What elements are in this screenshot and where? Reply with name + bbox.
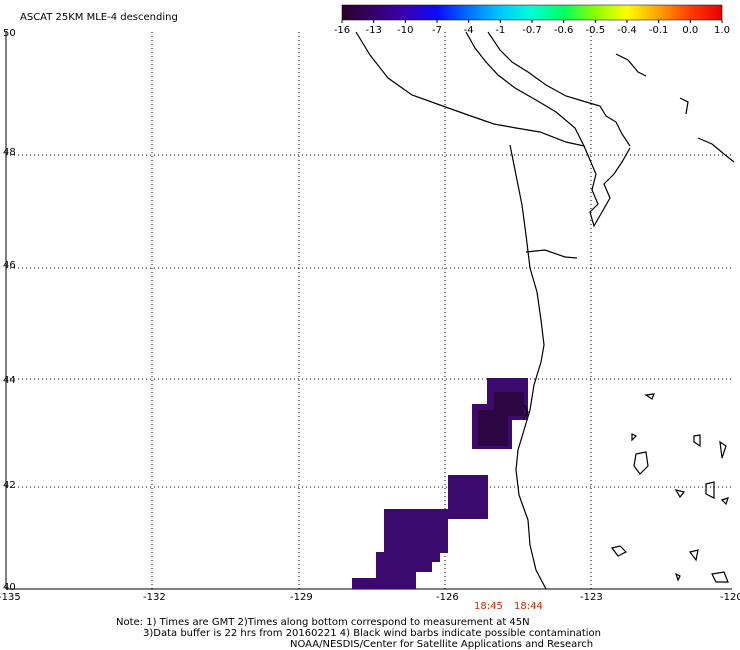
latitude-labels: 50 48 46 44 42 40 [3,28,16,593]
colorbar-tick-label: -13 [365,25,381,36]
colorbar-tick-label: -4 [464,25,474,36]
island-north-2 [679,97,689,115]
data-cell [376,552,432,572]
pass-time-2: 18:44 [514,601,543,612]
note-line-2: 3)Data buffer is 22 hrs from 20160221 4)… [143,628,601,639]
colorbar: -16 -13 -10 -7 -4 -1 -0.7 -0.6 -0.5 -0.4 -0.1 0.0 1.… [334,4,730,36]
puget-sound [583,145,631,228]
data-cell [352,578,416,589]
colorbar-tick-label: -1 [495,25,505,36]
lat-label-50: 50 [3,28,16,39]
lake-3 [633,451,649,475]
colorbar-tick-label: -0.6 [554,25,574,36]
lat-label-42: 42 [3,480,16,491]
lake-10 [711,571,729,583]
data-cell [384,509,448,553]
lake-1 [644,393,655,400]
colorbar-tick-label: -7 [432,25,442,36]
coastline [355,31,735,590]
lon-label--120: -120 [720,592,740,603]
lake-11 [674,572,681,582]
vancouver-island [355,31,586,147]
lake-7 [674,489,686,499]
lat-label-46: 46 [3,260,16,271]
data-swath-dark [478,392,524,446]
data-cell [448,475,488,519]
colorbar-tick-label: -0.1 [649,25,669,36]
colorbar-tick-label: -10 [397,25,413,36]
lake-6 [705,481,715,499]
us-west-coast [509,144,547,590]
lake-2 [631,433,638,442]
pass-time-1: 18:45 [474,601,503,612]
data-cell-dark [494,392,524,416]
lon-label--129: -129 [290,592,313,603]
lake-12 [720,497,729,506]
cape-blanco [523,404,529,419]
lat-label-44: 44 [3,375,16,386]
lake-5 [719,440,727,459]
lake-9 [688,549,699,562]
plot-frame [6,32,732,589]
colorbar-tick-label: 0.0 [682,25,698,36]
note-line-3: NOAA/NESDIS/Center for Satellite Applica… [290,639,594,650]
pass-times: 18:45 18:44 [474,601,543,612]
note-line-1: Note: 1) Times are GMT 2)Times along bot… [116,617,530,628]
lon-label--123: -123 [580,592,603,603]
lon-label--135: -135 [0,592,21,603]
lat-label-40: 40 [3,582,16,593]
bc-mainland [487,31,631,147]
colorbar-tick-label: -16 [334,25,350,36]
colorbar-tick-label: -0.7 [522,25,542,36]
lon-label--126: -126 [436,592,459,603]
lake-4 [693,434,701,448]
colorbar-tick-label: -0.4 [617,25,637,36]
lat-label-48: 48 [3,147,16,158]
columbia-river [525,249,578,259]
island-north-1 [615,53,647,77]
lake-8 [610,545,628,557]
colorbar-gradient [341,4,723,21]
lon-label--132: -132 [143,592,166,603]
map-title: ASCAT 25KM MLE-4 descending [20,12,178,23]
colorbar-tick-label: 1.0 [714,25,730,36]
inland-lake [697,137,735,163]
longitude-labels: -135 -132 -129 -126 -123 -120 [0,592,740,603]
grid-lines [6,32,732,589]
colorbar-tick-label: -0.5 [586,25,606,36]
